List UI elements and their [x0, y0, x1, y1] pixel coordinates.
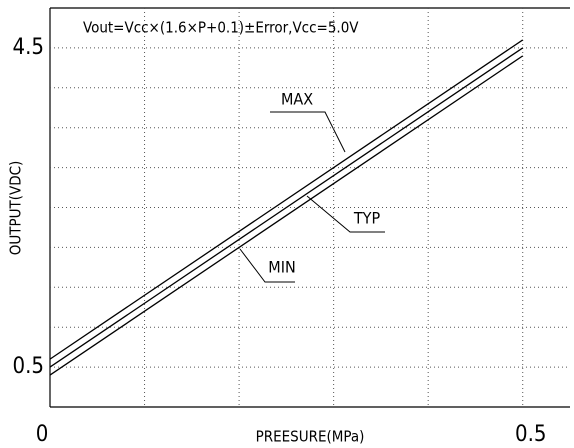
x-axis-label: PREESURE(MPa)	[256, 428, 365, 446]
series-line	[49, 55, 524, 376]
leader-min	[239, 248, 295, 283]
y-tick-label: 0.5	[13, 354, 44, 379]
series-line	[49, 39, 524, 360]
y-axis-label: OUTPUT(VDC)	[7, 161, 25, 256]
series-line	[49, 47, 524, 368]
leader-max	[270, 111, 346, 153]
y-tick-label: 4.5	[13, 35, 44, 60]
leader-typ	[306, 195, 385, 233]
series-label: MIN	[268, 258, 295, 277]
x-tick-label: 0	[36, 422, 49, 447]
series-label: MAX	[281, 90, 313, 109]
series-label: TYP	[353, 209, 381, 228]
x-tick-label: 0.5	[515, 422, 546, 447]
chart-title: Vout=Vcc×(1.6×P+0.1)±Error,Vcc=5.0V	[83, 19, 359, 37]
